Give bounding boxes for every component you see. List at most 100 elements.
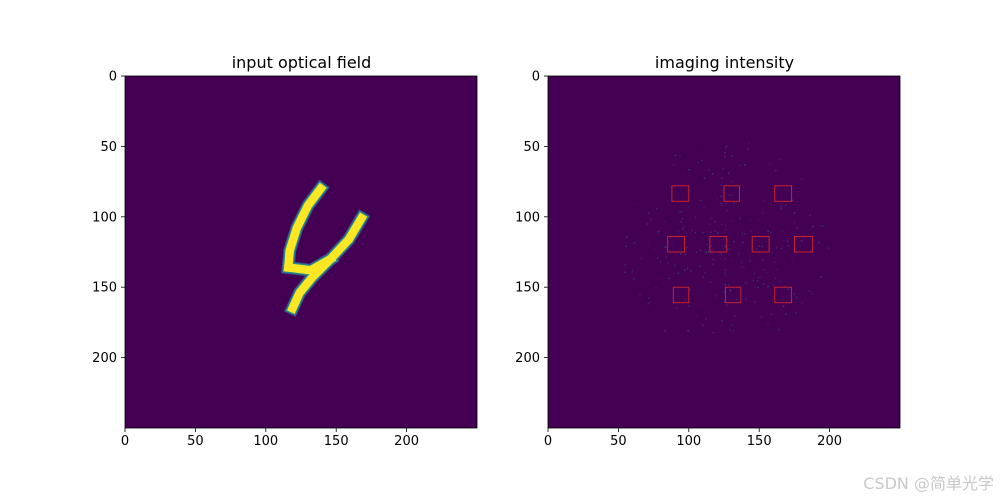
speckle-dot: [781, 247, 783, 250]
speckle-dot: [708, 169, 710, 171]
speckle-dot: [747, 148, 749, 150]
speckle-dot: [702, 324, 704, 327]
speckle-dot: [625, 245, 627, 248]
speckle-dot: [795, 312, 797, 314]
x-tick-label: 200: [817, 434, 842, 449]
speckle-dot: [793, 294, 795, 296]
speckle-dot: [757, 286, 760, 288]
speckle-dot: [740, 261, 743, 263]
speckle-dot: [679, 211, 681, 213]
speckle-dot: [706, 243, 708, 246]
speckle-dot: [741, 266, 743, 268]
speckle-dot: [699, 265, 701, 268]
speckle-dot: [812, 254, 815, 256]
speckle-dot: [721, 320, 723, 322]
plot-title: imaging intensity: [655, 53, 794, 72]
speckle-dot: [739, 164, 741, 167]
speckle-dot: [793, 212, 796, 214]
speckle-dot: [725, 275, 727, 277]
speckle-dot: [640, 257, 643, 260]
speckle-dot: [724, 272, 726, 275]
speckle-dot: [788, 228, 790, 230]
speckle-dot: [688, 168, 690, 171]
speckle-dot: [720, 195, 722, 198]
speckle-dot: [771, 252, 773, 254]
speckle-dot: [752, 279, 755, 282]
speckle-dot: [783, 239, 786, 241]
speckle-dot: [697, 161, 699, 163]
speckle-dot: [724, 258, 726, 260]
speckle-dot: [727, 172, 730, 175]
speckle-dot: [695, 144, 697, 147]
speckle-dot: [775, 247, 777, 249]
speckle-dot: [667, 263, 669, 265]
speckle-dot: [664, 221, 667, 223]
speckle-dot: [624, 271, 626, 273]
speckle-dot: [666, 246, 668, 248]
speckle-dot: [703, 177, 706, 179]
speckle-dot: [699, 249, 702, 252]
speckle-dot: [631, 271, 633, 273]
speckle-dot: [781, 208, 783, 210]
speckle-dot: [689, 169, 691, 171]
speckle-dot: [755, 240, 757, 242]
speckle-dot: [796, 296, 798, 299]
speckle-dot: [809, 290, 811, 293]
y-tick-label: 100: [92, 210, 117, 225]
speckle-dot: [820, 276, 822, 278]
detector-box: [751, 236, 770, 253]
panel-input-optical-field: input optical field 0 50 100 150 200 0 50 100 15…: [92, 53, 478, 449]
speckle-dot: [813, 253, 815, 255]
speckle-dot: [701, 159, 703, 162]
speckle-dot: [744, 164, 746, 166]
speckle-dot: [749, 260, 751, 262]
speckle-dot: [721, 177, 723, 179]
speckle-dot: [682, 228, 684, 230]
speckle-dot: [730, 180, 733, 183]
speckle-dot: [818, 241, 820, 244]
panel-imaging-intensity: imaging intensity 0 50 100 150 200 0 50 100 150 2…: [515, 53, 901, 449]
y-tick-label: 100: [515, 210, 540, 225]
speckle-dot: [675, 307, 678, 309]
speckle-dot: [727, 248, 729, 251]
speckle-dot: [633, 278, 635, 280]
detector-box: [667, 236, 686, 253]
speckle-dot: [656, 257, 659, 259]
speckle-dot: [679, 155, 681, 157]
speckle-dot: [763, 200, 765, 202]
speckle-dot: [733, 298, 735, 301]
digit-group: [281, 179, 371, 317]
y-tick-label: 150: [92, 281, 117, 296]
speckle-dot: [811, 293, 814, 295]
speckle-dot: [710, 231, 712, 233]
speckle-dot: [809, 214, 811, 217]
speckle-dot: [780, 207, 782, 209]
speckle-dot: [748, 142, 750, 145]
speckle-dot: [664, 246, 666, 248]
speckle-dot: [728, 194, 730, 196]
speckle-dot: [724, 283, 726, 286]
speckle-dot: [702, 276, 705, 278]
speckle-dot: [822, 225, 824, 227]
speckle-dot: [684, 269, 686, 271]
speckle-dot: [709, 281, 712, 283]
speckle-dot: [733, 330, 735, 332]
speckle-dot: [695, 177, 697, 179]
x-tick-label: 0: [121, 434, 129, 449]
y-tick-label: 50: [100, 140, 117, 155]
speckle-dot: [647, 244, 649, 246]
speckle-dot: [725, 146, 727, 148]
speckle-dot: [761, 245, 763, 248]
speckle-dot: [802, 240, 805, 242]
speckle-dot: [721, 223, 723, 225]
speckle-dot: [760, 316, 762, 318]
speckle-dot: [694, 216, 697, 219]
speckle-dot: [677, 236, 680, 239]
axes: 0 50 100 150 200 0 50 100 150 200: [515, 70, 901, 449]
speckle-dot: [730, 248, 732, 250]
speckle-dot: [762, 283, 765, 285]
speckle-dot: [720, 203, 722, 205]
speckle-dot: [648, 297, 650, 299]
speckle-dot: [774, 277, 776, 280]
speckle-dot: [719, 252, 722, 254]
